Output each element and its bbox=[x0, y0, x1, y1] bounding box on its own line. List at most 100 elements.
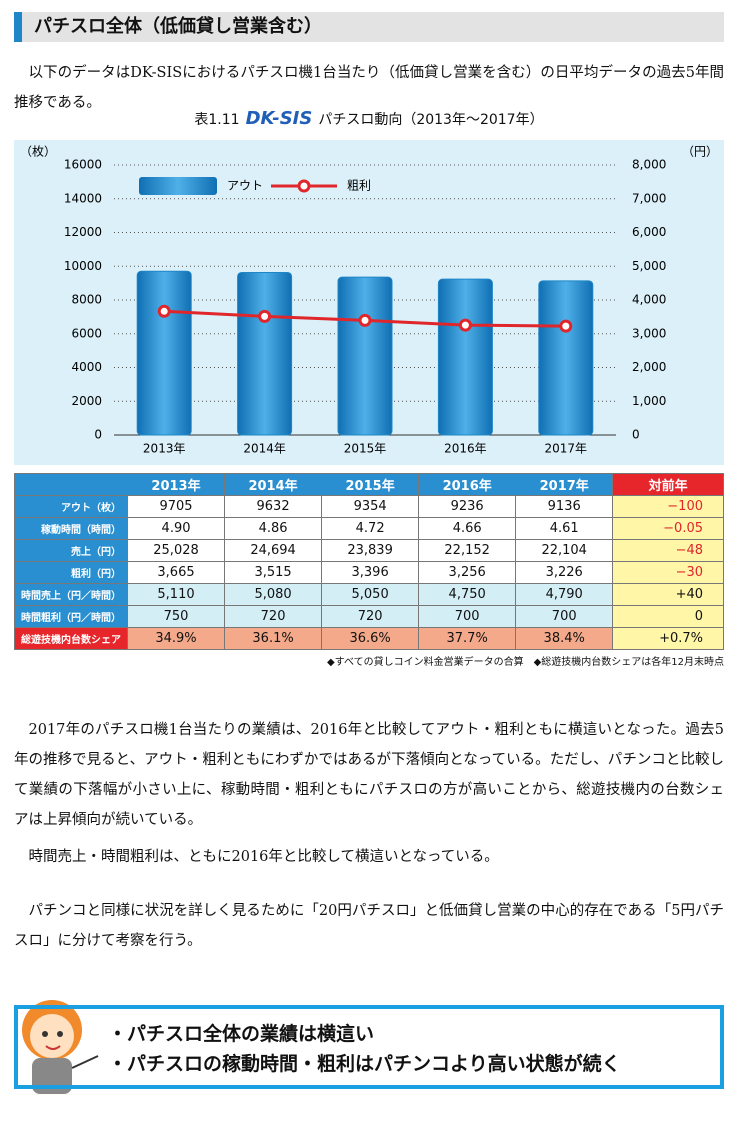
table-cell: 700 bbox=[515, 605, 614, 628]
table-cell: 4.90 bbox=[126, 517, 226, 540]
y2-tick-label: 6,000 bbox=[632, 225, 666, 239]
header-cell: 対前年 bbox=[612, 473, 724, 496]
table-cell: 5,050 bbox=[321, 583, 420, 606]
legend-label: 粗利 bbox=[347, 179, 371, 193]
y2-tick-label: 0 bbox=[632, 428, 640, 442]
y-tick-label: 8000 bbox=[71, 293, 102, 307]
paragraph: 2017年のパチスロ機1台当たりの業績は、2016年と比較してアウト・粗利ともに… bbox=[14, 722, 724, 828]
note: ◆総遊技機内台数シェアは各年12月末時点 bbox=[533, 657, 724, 668]
header-cell: 2014年 bbox=[224, 473, 323, 496]
table-cell: 3,226 bbox=[515, 561, 614, 584]
y-tick-label: 16000 bbox=[64, 158, 102, 172]
summary-item: ・パチスロ全体の業績は横這い bbox=[108, 1023, 375, 1045]
y-tick-label: 4000 bbox=[71, 360, 102, 374]
y2-tick-label: 4,000 bbox=[632, 293, 666, 307]
y2-tick-label: 8,000 bbox=[632, 158, 666, 172]
header-cell: 2016年 bbox=[418, 473, 517, 496]
row-label: 時間売上（円／時間） bbox=[14, 583, 128, 606]
table-cell: 5,080 bbox=[224, 583, 323, 606]
table-row: 稼動時間（時間） 4.90 4.86 4.72 4.66 4.61 −0.05 bbox=[14, 517, 724, 540]
line-point bbox=[559, 319, 573, 333]
note: ◆すべての貸しコイン料金営業データの合算 bbox=[326, 657, 524, 668]
table-row: 時間売上（円／時間） 5,110 5,080 5,050 4,750 4,790 +40 bbox=[14, 583, 724, 606]
paragraph: パチンコと同様に状況を詳しく見るために「20円パチスロ」と低価貸し営業の中心的存… bbox=[14, 903, 724, 949]
table-cell: 3,515 bbox=[224, 561, 323, 584]
header-cell: 2013年 bbox=[126, 473, 226, 496]
bar bbox=[538, 280, 594, 436]
table-cell: −48 bbox=[612, 539, 724, 562]
table-cell: 3,396 bbox=[321, 561, 420, 584]
table-row: 時間粗利（円／時間） 750 720 720 700 700 0 bbox=[14, 605, 724, 628]
table-cell: 36.1% bbox=[224, 627, 323, 650]
header-cell: 2015年 bbox=[321, 473, 420, 496]
table-cell: 4,750 bbox=[418, 583, 517, 606]
table-cell: 3,665 bbox=[126, 561, 226, 584]
bar bbox=[136, 270, 192, 436]
y-tick-label: 10000 bbox=[64, 259, 102, 273]
legend-label: アウト bbox=[227, 179, 263, 193]
table-cell: 4.86 bbox=[224, 517, 323, 540]
y2-tick-label: 3,000 bbox=[632, 326, 666, 340]
table-cell: 23,839 bbox=[321, 539, 420, 562]
table-cell: 700 bbox=[418, 605, 517, 628]
x-tick-label: 2014年 bbox=[243, 442, 286, 456]
x-tick-label: 2017年 bbox=[545, 442, 588, 456]
row-label: アウト（枚） bbox=[14, 495, 128, 518]
y2-tick-label: 7,000 bbox=[632, 191, 666, 205]
y-tick-label: 2000 bbox=[71, 394, 102, 408]
notes: ◆すべての貸しコイン料金営業データの合算 ◆総遊技機内台数シェアは各年12月末時点 bbox=[317, 653, 724, 668]
table-cell: 34.9% bbox=[126, 627, 226, 650]
row-label: 粗利（円） bbox=[14, 561, 128, 584]
table-cell: 720 bbox=[321, 605, 420, 628]
table-cell: 25,028 bbox=[126, 539, 226, 562]
row-label: 総遊技機内台数シェア bbox=[14, 627, 128, 650]
line-point bbox=[458, 318, 472, 332]
bar bbox=[437, 278, 493, 436]
data-table: 2013年 2014年 2015年 2016年 2017年 対前年 アウト（枚） 9705 96… bbox=[14, 473, 724, 650]
y-tick-label: 14000 bbox=[64, 191, 102, 205]
table-cell: 22,152 bbox=[418, 539, 517, 562]
table-cell: −0.05 bbox=[612, 517, 724, 540]
header-row: 2013年 2014年 2015年 2016年 2017年 対前年 bbox=[14, 473, 724, 496]
y2-tick-label: 2,000 bbox=[632, 360, 666, 374]
table-cell: −100 bbox=[612, 495, 724, 518]
table-cell: 0 bbox=[612, 605, 724, 628]
table-cell: 9354 bbox=[321, 495, 420, 518]
line-point bbox=[157, 304, 171, 318]
y-tick-label: 6000 bbox=[71, 326, 102, 340]
header-cell bbox=[14, 473, 128, 496]
table-cell: 720 bbox=[224, 605, 323, 628]
x-tick-label: 2015年 bbox=[344, 442, 387, 456]
y-tick-label: 12000 bbox=[64, 225, 102, 239]
caption-title: パチスロ動向（2013年～2017年） bbox=[318, 112, 544, 128]
table-cell: 9705 bbox=[126, 495, 226, 518]
intro: 以下のデータはDK-SISにおけるパチスロ機1台当たり（低価貸し営業を含む）の日… bbox=[14, 65, 724, 111]
legend-swatch bbox=[139, 177, 217, 195]
y-tick-label: 0 bbox=[94, 428, 102, 442]
table-cell: 24,694 bbox=[224, 539, 323, 562]
table-cell: 4,790 bbox=[515, 583, 614, 606]
table-cell: +0.7% bbox=[612, 627, 724, 650]
table-row: 総遊技機内台数シェア 34.9% 36.1% 36.6% 37.7% 38.4% +0.7% bbox=[14, 627, 724, 650]
section-title: パチスロ全体（低価貸し営業含む） bbox=[14, 12, 724, 42]
table-cell: 22,104 bbox=[515, 539, 614, 562]
table-row: アウト（枚） 9705 9632 9354 9236 9136 −100 bbox=[14, 495, 724, 518]
table-cell: 38.4% bbox=[515, 627, 614, 650]
y2-tick-label: 5,000 bbox=[632, 259, 666, 273]
table-cell: 4.61 bbox=[515, 517, 614, 540]
table-cell: 9632 bbox=[224, 495, 323, 518]
caption-number: 表1.11 bbox=[194, 112, 240, 128]
paragraph: 時間売上・時間粗利は、ともに2016年と比較して横這いとなっている。 bbox=[28, 849, 499, 865]
chart: （枚） （円） 0 2000 4000 6000 8000 10000 12000 14000… bbox=[14, 140, 724, 465]
table-row: 売上（円） 25,028 24,694 23,839 22,152 22,104 −48 bbox=[14, 539, 724, 562]
x-tick-label: 2013年 bbox=[143, 442, 186, 456]
table-cell: 9136 bbox=[515, 495, 614, 518]
bar bbox=[337, 276, 393, 436]
bar bbox=[237, 271, 293, 436]
table-cell: 4.66 bbox=[418, 517, 517, 540]
table-cell: 36.6% bbox=[321, 627, 420, 650]
table-cell: 750 bbox=[126, 605, 226, 628]
summary-box: ・パチスロ全体の業績は横這い ・パチスロの稼動時間・粗利はパチンコより高い状態が続… bbox=[14, 1005, 724, 1089]
table-cell: +40 bbox=[612, 583, 724, 606]
